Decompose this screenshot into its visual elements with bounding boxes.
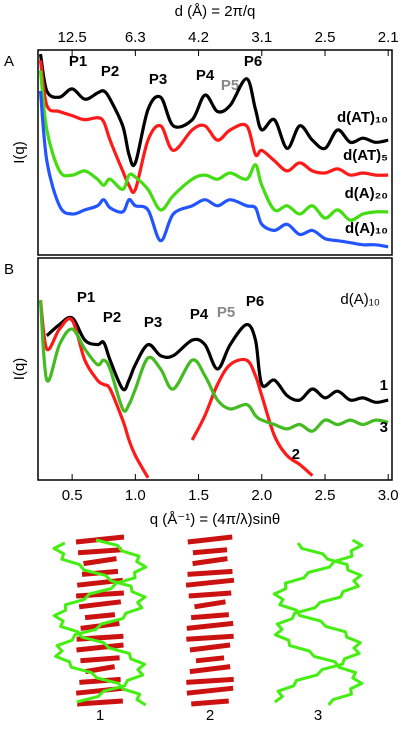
strand: [52, 538, 148, 704]
annotation: d(A)₁₀: [340, 291, 380, 308]
plot-frame: [37, 257, 393, 481]
strand: [273, 542, 364, 706]
series-label: d(AT)₁₀: [337, 109, 388, 126]
x-tick-label: 1.0: [125, 487, 146, 504]
y-axis-label: I(q): [11, 358, 28, 381]
panel-label: A: [4, 53, 14, 70]
x-tick-label: 3.0: [378, 487, 399, 504]
peak-label: P2: [103, 309, 121, 326]
peak-label: P1: [77, 289, 95, 306]
base-pair: [192, 547, 228, 556]
strand: [52, 541, 147, 707]
base-pair: [79, 676, 121, 685]
peak-label: P3: [144, 314, 162, 331]
peak-label: P2: [101, 63, 119, 80]
top-axis-label: d (Å) = 2π/q: [175, 3, 256, 20]
base-pair: [76, 642, 124, 653]
peak-label: P5: [221, 77, 239, 94]
base-pair: [84, 612, 116, 621]
series-label: d(AT)₅: [343, 147, 388, 164]
peak-label: P1: [69, 53, 87, 70]
base-pair: [187, 568, 233, 577]
base-pair: [191, 698, 229, 707]
y-axis-label: I(q): [11, 141, 28, 164]
base-pair: [78, 599, 122, 610]
series-label: d(A)₂₀: [345, 185, 388, 202]
top-tick-label: 4.2: [188, 29, 209, 46]
base-pair: [76, 698, 124, 707]
curve: [38, 300, 389, 433]
peak-label: P6: [244, 53, 262, 70]
base-pair: [188, 590, 232, 599]
base-pair: [186, 676, 234, 685]
curve: [38, 90, 389, 249]
base-pair: [75, 590, 125, 599]
top-tick-label: 2.5: [315, 29, 336, 46]
base-pair: [80, 655, 120, 664]
curve: [38, 53, 389, 168]
base-pair: [83, 556, 117, 567]
x-tick-label: 1.5: [188, 487, 209, 504]
base-pair: [186, 620, 234, 631]
top-tick-label: 12.5: [58, 29, 87, 46]
base-pair: [77, 547, 123, 556]
series-label: 1: [380, 377, 388, 394]
base-pair: [185, 577, 235, 588]
series-label: 2: [292, 446, 300, 463]
series-label: 3: [380, 419, 388, 436]
strand: [272, 538, 364, 704]
curve: [38, 70, 389, 222]
curve: [45, 315, 389, 404]
base-pair: [190, 612, 230, 621]
x-axis-label: q (Å⁻¹) = (4π/λ)sinθ: [150, 511, 280, 528]
curve: [38, 60, 389, 194]
structure-label: 1: [96, 707, 104, 724]
plot-frame: [37, 49, 393, 256]
series-label: d(A)₁₀: [345, 220, 388, 237]
base-pair: [194, 599, 226, 610]
structure-label: 3: [314, 707, 322, 724]
base-pair: [187, 534, 233, 545]
base-pair: [186, 633, 234, 642]
top-tick-label: 3.1: [251, 29, 272, 46]
peak-label: P3: [149, 71, 167, 88]
base-pair: [192, 556, 228, 567]
x-tick-label: 2.0: [251, 487, 272, 504]
base-pair: [189, 642, 231, 653]
peak-label: P4: [196, 67, 215, 84]
peak-label: P5: [217, 304, 235, 321]
base-pair: [186, 685, 234, 696]
x-tick-label: 2.5: [315, 487, 336, 504]
curve: [38, 299, 314, 479]
x-tick-label: 0.5: [62, 487, 83, 504]
peak-label: P6: [246, 293, 264, 310]
base-pair: [195, 655, 225, 664]
structure-label: 2: [206, 707, 214, 724]
peak-label: P4: [190, 306, 209, 323]
panel-label: B: [4, 261, 14, 278]
top-tick-label: 2.1: [378, 29, 399, 46]
structures: [52, 534, 364, 707]
base-pair: [189, 664, 231, 675]
top-tick-label: 6.3: [125, 29, 146, 46]
